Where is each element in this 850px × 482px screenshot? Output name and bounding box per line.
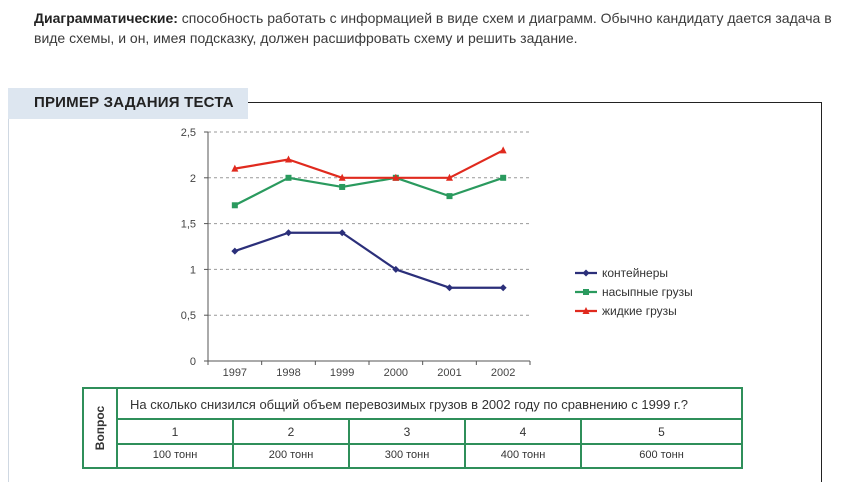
frame-left-line <box>8 119 9 482</box>
question-side-cell: Вопрос <box>84 389 118 467</box>
data-point <box>231 202 238 209</box>
data-point <box>583 289 589 295</box>
data-point <box>446 173 453 181</box>
frame-right-line <box>821 102 822 482</box>
data-point <box>392 265 400 273</box>
y-tick-label: 1 <box>190 264 196 276</box>
y-tick-label: 0 <box>190 356 196 368</box>
x-tick-label: 1997 <box>223 367 247 379</box>
data-point <box>446 193 453 200</box>
y-tick-label: 2 <box>190 173 196 185</box>
x-tick-label: 2001 <box>437 367 461 379</box>
question-text: На сколько снизился общий объем перевози… <box>118 389 741 420</box>
frame-top-line <box>248 102 822 103</box>
data-point <box>338 173 346 181</box>
answer-number: 3 <box>350 420 466 443</box>
answer-number: 2 <box>234 420 350 443</box>
intro-lead: Диаграмматические: <box>34 10 178 26</box>
answer-number-row: 1 2 3 4 5 <box>118 420 741 445</box>
answer-number: 1 <box>118 420 234 443</box>
intro-text: Диаграмматические: способность работать … <box>34 8 834 48</box>
question-side-label: Вопрос <box>93 405 107 451</box>
data-point <box>582 269 590 277</box>
answer-option[interactable]: 600 тонн <box>639 449 684 461</box>
answer-option[interactable]: 100 тонн <box>118 445 234 467</box>
question-table: Вопрос На сколько снизился общий объем п… <box>82 387 743 469</box>
data-point <box>339 183 346 190</box>
data-point <box>499 146 507 154</box>
y-tick-label: 1,5 <box>181 219 196 231</box>
data-point <box>285 174 292 181</box>
legend-label: насыпные грузы <box>602 285 693 299</box>
answer-option[interactable]: 300 тонн <box>350 445 466 467</box>
answer-number: 4 <box>466 420 582 443</box>
x-tick-label: 2000 <box>384 367 408 379</box>
answer-number: 5 <box>658 425 665 439</box>
legend-label: жидкие грузы <box>602 304 677 318</box>
legend-label: контейнеры <box>602 266 668 280</box>
answer-option-row: 100 тонн 200 тонн 300 тонн 400 тонн 600 … <box>118 445 741 467</box>
section-label: ПРИМЕР ЗАДАНИЯ ТЕСТА <box>8 88 248 119</box>
data-point <box>338 229 346 237</box>
data-point <box>231 164 239 172</box>
answer-option[interactable]: 400 тонн <box>466 445 582 467</box>
data-point <box>446 284 453 292</box>
answer-option[interactable]: 200 тонн <box>234 445 350 467</box>
data-point <box>392 173 400 181</box>
data-point <box>499 284 507 292</box>
y-tick-label: 2,5 <box>181 127 196 139</box>
data-point <box>582 307 590 314</box>
series-line <box>234 231 504 289</box>
intro-body: способность работать с информацией в вид… <box>34 10 832 46</box>
x-tick-label: 1998 <box>276 367 300 379</box>
data-point <box>285 229 292 237</box>
data-point <box>231 247 239 255</box>
data-point <box>285 155 292 163</box>
x-tick-label: 1999 <box>330 367 354 379</box>
x-tick-label: 2002 <box>491 367 515 379</box>
series-line <box>234 176 504 207</box>
series-line <box>234 149 504 179</box>
y-tick-label: 0,5 <box>181 310 196 322</box>
data-point <box>500 174 507 181</box>
